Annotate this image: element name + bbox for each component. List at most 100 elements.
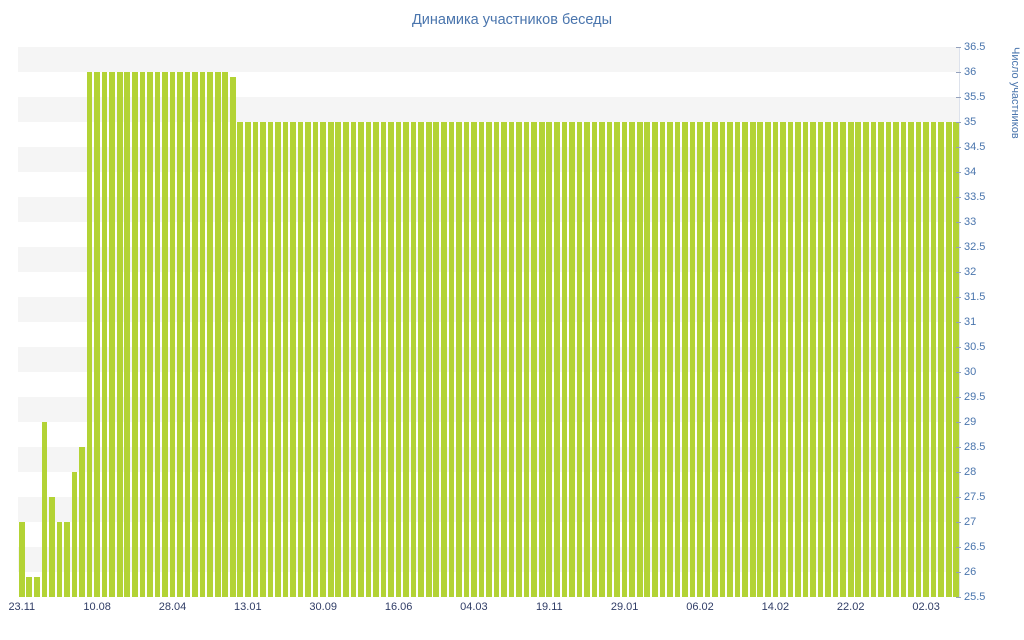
bar[interactable] — [297, 122, 304, 597]
bar[interactable] — [448, 122, 455, 597]
bar[interactable] — [674, 122, 681, 597]
bar[interactable] — [742, 122, 749, 597]
bar[interactable] — [335, 122, 342, 597]
bar[interactable] — [651, 122, 658, 597]
bar[interactable] — [410, 122, 417, 597]
bar[interactable] — [938, 122, 944, 597]
bar[interactable] — [591, 122, 598, 597]
bar[interactable] — [154, 72, 161, 597]
bar[interactable] — [320, 122, 326, 597]
bar[interactable] — [245, 122, 251, 597]
bar[interactable] — [953, 122, 960, 597]
bar[interactable] — [840, 122, 846, 597]
bar[interactable] — [222, 72, 229, 597]
bar[interactable] — [101, 72, 108, 597]
bar[interactable] — [689, 122, 696, 597]
bar[interactable] — [418, 122, 424, 597]
bar[interactable] — [486, 122, 492, 597]
bar[interactable] — [734, 122, 741, 597]
bar[interactable] — [614, 122, 620, 597]
bar[interactable] — [945, 122, 952, 597]
bar[interactable] — [26, 577, 33, 597]
bar[interactable] — [862, 122, 869, 597]
bar[interactable] — [712, 122, 718, 597]
bar[interactable] — [440, 122, 447, 597]
bar[interactable] — [177, 72, 183, 597]
bar[interactable] — [930, 122, 937, 597]
bar[interactable] — [682, 122, 688, 597]
bar[interactable] — [508, 122, 515, 597]
bar[interactable] — [290, 122, 296, 597]
bar[interactable] — [667, 122, 673, 597]
bar[interactable] — [433, 122, 440, 597]
bar[interactable] — [147, 72, 153, 597]
bar[interactable] — [79, 447, 85, 597]
bar[interactable] — [56, 522, 63, 597]
bar[interactable] — [554, 122, 560, 597]
bar[interactable] — [124, 72, 131, 597]
bar[interactable] — [403, 122, 409, 597]
bar[interactable] — [395, 122, 402, 597]
bar[interactable] — [659, 122, 666, 597]
bar[interactable] — [34, 577, 40, 597]
bar[interactable] — [343, 122, 349, 597]
bar[interactable] — [531, 122, 538, 597]
bar[interactable] — [18, 522, 25, 597]
bar[interactable] — [109, 72, 115, 597]
bar[interactable] — [305, 122, 311, 597]
bar[interactable] — [908, 122, 914, 597]
bar[interactable] — [825, 122, 831, 597]
bar[interactable] — [131, 72, 138, 597]
bar[interactable] — [49, 497, 55, 597]
bar[interactable] — [900, 122, 907, 597]
bar[interactable] — [86, 72, 93, 597]
bar[interactable] — [727, 122, 733, 597]
bar[interactable] — [576, 122, 583, 597]
bar[interactable] — [878, 122, 884, 597]
bar[interactable] — [621, 122, 628, 597]
bar[interactable] — [915, 122, 922, 597]
bar[interactable] — [802, 122, 809, 597]
bar[interactable] — [380, 122, 387, 597]
bar[interactable] — [425, 122, 432, 597]
bar[interactable] — [116, 72, 123, 597]
bar[interactable] — [260, 122, 266, 597]
bar[interactable] — [636, 122, 643, 597]
bar[interactable] — [561, 122, 568, 597]
bar[interactable] — [584, 122, 590, 597]
bar[interactable] — [388, 122, 394, 597]
bar[interactable] — [780, 122, 786, 597]
bar[interactable] — [41, 422, 48, 597]
bar[interactable] — [214, 72, 221, 597]
bar[interactable] — [606, 122, 613, 597]
bar[interactable] — [478, 122, 485, 597]
bar[interactable] — [923, 122, 929, 597]
bar[interactable] — [817, 122, 824, 597]
bar[interactable] — [184, 72, 191, 597]
bar[interactable] — [267, 122, 274, 597]
bar[interactable] — [162, 72, 168, 597]
bar[interactable] — [312, 122, 319, 597]
bar[interactable] — [893, 122, 899, 597]
bar[interactable] — [139, 72, 146, 597]
bar[interactable] — [795, 122, 801, 597]
bar[interactable] — [644, 122, 651, 597]
bar[interactable] — [456, 122, 462, 597]
bar[interactable] — [847, 122, 854, 597]
bar[interactable] — [765, 122, 771, 597]
bar[interactable] — [523, 122, 530, 597]
bar[interactable] — [855, 122, 862, 597]
bar[interactable] — [832, 122, 839, 597]
bar[interactable] — [516, 122, 522, 597]
bar[interactable] — [546, 122, 553, 597]
bar[interactable] — [207, 72, 213, 597]
bar[interactable] — [719, 122, 726, 597]
bar[interactable] — [810, 122, 816, 597]
bar[interactable] — [787, 122, 794, 597]
bar[interactable] — [757, 122, 764, 597]
bar[interactable] — [704, 122, 711, 597]
bar[interactable] — [365, 122, 372, 597]
bar[interactable] — [64, 522, 70, 597]
bar[interactable] — [697, 122, 703, 597]
bar[interactable] — [327, 122, 334, 597]
